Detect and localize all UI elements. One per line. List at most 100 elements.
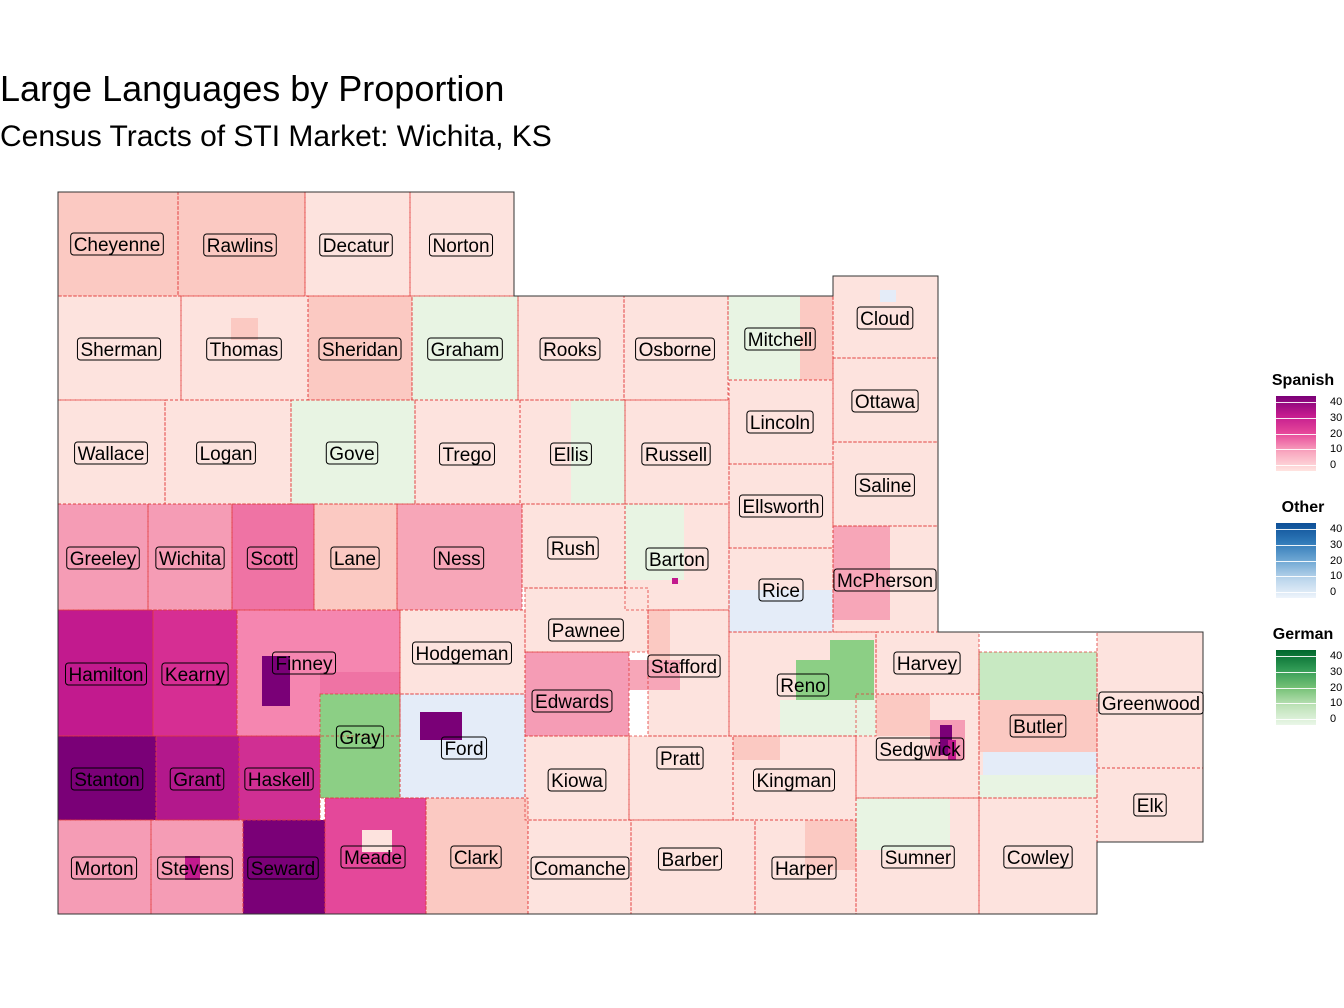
- county-rush: [522, 504, 625, 588]
- county-label: Kiowa: [551, 771, 603, 792]
- county-cloud: [833, 276, 938, 358]
- legend-tick: 0: [1330, 459, 1337, 471]
- county-elk: [1097, 768, 1203, 842]
- county-label: Ford: [444, 739, 483, 760]
- county-label: Wallace: [78, 444, 145, 465]
- county-label: Cloud: [860, 309, 910, 330]
- county-cowley: [979, 798, 1097, 914]
- county-label: Saline: [859, 476, 912, 497]
- county-kiowa: [525, 736, 629, 820]
- legend-tick: 30: [1330, 411, 1343, 424]
- legend-title: Other: [1281, 499, 1325, 516]
- county-label: Kearny: [165, 665, 226, 686]
- county-graham: [412, 296, 518, 400]
- county-label: Sedgwick: [879, 740, 961, 761]
- legend-other: Other 40 30 20 10 0: [1262, 499, 1344, 598]
- county-label: Lane: [334, 549, 376, 570]
- county-label: Rush: [551, 539, 595, 560]
- county-label: Greenwood: [1102, 694, 1200, 715]
- county-label: Stafford: [651, 657, 717, 678]
- county-label: Ottawa: [855, 392, 916, 413]
- county-label: Elk: [1137, 796, 1164, 817]
- county-label: Sumner: [885, 848, 952, 869]
- legend-title: German: [1272, 626, 1334, 643]
- county-lane: [314, 504, 397, 610]
- county-label: Greeley: [70, 549, 137, 570]
- county-meade: [325, 798, 426, 914]
- county-label: Ellsworth: [742, 497, 819, 518]
- county-label: Lincoln: [750, 413, 810, 434]
- county-label: Haskell: [248, 770, 310, 791]
- county-sheridan: [308, 296, 412, 400]
- county-label: Edwards: [535, 692, 609, 713]
- county-kearny: [153, 610, 237, 736]
- county-label: Sheridan: [322, 340, 398, 361]
- county-clark: [426, 798, 528, 914]
- county-rooks: [518, 296, 624, 400]
- county-label: Pratt: [660, 749, 701, 770]
- county-label: Rice: [762, 581, 800, 602]
- county-label: Norton: [432, 236, 489, 257]
- county-pawnee: [525, 588, 648, 652]
- county-label: Harper: [775, 859, 834, 880]
- county-thomas: [181, 296, 308, 400]
- county-gray: [320, 694, 400, 798]
- county-label: Reno: [780, 676, 825, 697]
- county-label: Cowley: [1007, 848, 1070, 869]
- county-stanton: [58, 736, 156, 820]
- county-label: Mitchell: [748, 330, 812, 351]
- county-label: McPherson: [837, 571, 933, 592]
- county-label: Harvey: [897, 654, 958, 675]
- county-wichita: [148, 504, 232, 610]
- county-seward: [243, 820, 325, 914]
- county-ellsworth: [729, 464, 833, 548]
- county-label: Osborne: [639, 340, 712, 361]
- county-logan: [165, 400, 291, 504]
- county-trego: [415, 400, 520, 504]
- legend-tick: 0: [1330, 586, 1337, 598]
- county-label: Ness: [437, 549, 480, 570]
- county-label: Decatur: [323, 236, 390, 257]
- county-label: Pawnee: [552, 621, 621, 642]
- county-greenwood: [1097, 632, 1203, 768]
- county-label: Logan: [200, 444, 253, 465]
- legend-spanish: Spanish 40 30 20 10 0: [1262, 372, 1344, 471]
- legend-tick: 40: [1330, 523, 1343, 535]
- county-label: Rooks: [543, 340, 597, 361]
- county-comanche: [528, 820, 631, 914]
- county-scott: [232, 504, 314, 610]
- county-cheyenne: [58, 192, 178, 296]
- county-label: Hodgeman: [416, 644, 509, 665]
- county-label: Morton: [74, 859, 133, 880]
- county-label: Kingman: [757, 771, 832, 792]
- county-label: Barber: [661, 850, 719, 871]
- legend-tick: 20: [1330, 427, 1343, 440]
- county-gove: [291, 400, 415, 504]
- map-title: Large Languages by Proportion: [0, 68, 505, 109]
- county-ottawa: [833, 358, 938, 442]
- county-saline: [833, 442, 938, 526]
- legend-tick: 20: [1330, 554, 1343, 567]
- legend-tick: 30: [1330, 538, 1343, 551]
- county-rawlins: [178, 192, 305, 296]
- legend-german: German 40 30 20 10 0: [1262, 626, 1344, 725]
- legend-tick: 10: [1330, 697, 1343, 710]
- county-greeley: [58, 504, 148, 610]
- county-label: Hamilton: [69, 665, 144, 686]
- county-morton: [58, 820, 151, 914]
- county-label: Rawlins: [207, 236, 274, 257]
- legend-tick: 40: [1330, 396, 1343, 408]
- county-label: Sherman: [80, 340, 157, 361]
- county-label: Meade: [344, 848, 402, 869]
- county-label: Seward: [251, 859, 315, 880]
- county-label: Trego: [443, 445, 492, 466]
- county-label: Clark: [454, 848, 499, 869]
- county-label: Barton: [649, 550, 705, 571]
- county-label: Graham: [431, 340, 500, 361]
- legend-tick: 10: [1330, 570, 1343, 583]
- legend-tick: 20: [1330, 681, 1343, 694]
- county-lincoln: [729, 380, 833, 464]
- county-label: Finney: [275, 654, 333, 675]
- county-hamilton: [58, 610, 153, 736]
